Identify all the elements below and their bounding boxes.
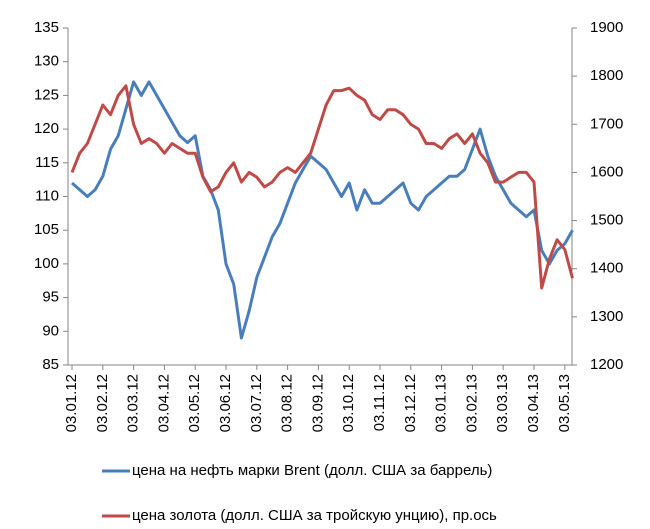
x-tick-label: 03.08.12 xyxy=(279,374,296,432)
y-tick-label: 90 xyxy=(42,322,59,339)
x-tick-label: 03.02.13 xyxy=(463,374,480,432)
x-tick-label: 03.11.12 xyxy=(371,374,388,431)
y-tick-label: 135 xyxy=(34,19,59,36)
x-tick-label: 03.06.12 xyxy=(217,374,234,432)
x-tick-label: 03.03.12 xyxy=(125,374,142,432)
x-tick-label: 03.12.12 xyxy=(402,374,419,432)
x-tick-label: 03.02.12 xyxy=(94,374,111,432)
y-tick-label: 95 xyxy=(42,289,59,306)
y-tick-label: 110 xyxy=(35,187,59,204)
y2-tick-label: 1900 xyxy=(590,19,623,36)
x-tick-label: 03.03.13 xyxy=(494,374,511,432)
y-tick-label: 115 xyxy=(35,154,59,171)
y-tick-label: 85 xyxy=(42,356,59,373)
x-tick-label: 03.09.12 xyxy=(309,374,326,432)
y2-tick-label: 1700 xyxy=(590,115,623,132)
x-tick-label: 03.01.13 xyxy=(433,374,450,432)
y-tick-label: 120 xyxy=(34,120,59,137)
legend-label: цена золота (долл. США за тройскую унцию… xyxy=(132,507,497,524)
y-tick-label: 105 xyxy=(34,221,59,238)
y-tick-label: 125 xyxy=(34,86,59,103)
x-tick-label: 03.04.13 xyxy=(525,374,542,432)
y2-tick-label: 1600 xyxy=(590,163,623,180)
y-tick-label: 100 xyxy=(34,255,59,272)
x-tick-label: 03.07.12 xyxy=(248,374,265,432)
y2-tick-label: 1300 xyxy=(590,308,623,325)
y2-tick-label: 1500 xyxy=(590,212,623,229)
x-tick-label: 03.01.12 xyxy=(63,374,80,432)
x-tick-label: 03.10.12 xyxy=(340,374,357,432)
y2-tick-label: 1200 xyxy=(590,356,623,373)
series-line xyxy=(70,84,574,290)
x-tick-label: 03.05.12 xyxy=(186,374,203,432)
y-tick-label: 130 xyxy=(34,53,59,70)
legend-label: цена на нефть марки Brent (долл. США за … xyxy=(132,462,492,479)
x-tick-label: 03.04.12 xyxy=(155,374,172,432)
y2-tick-label: 1400 xyxy=(590,260,623,277)
x-tick-label: 03.05.13 xyxy=(556,374,573,432)
y2-tick-label: 1800 xyxy=(590,67,623,84)
series-line xyxy=(71,80,574,340)
